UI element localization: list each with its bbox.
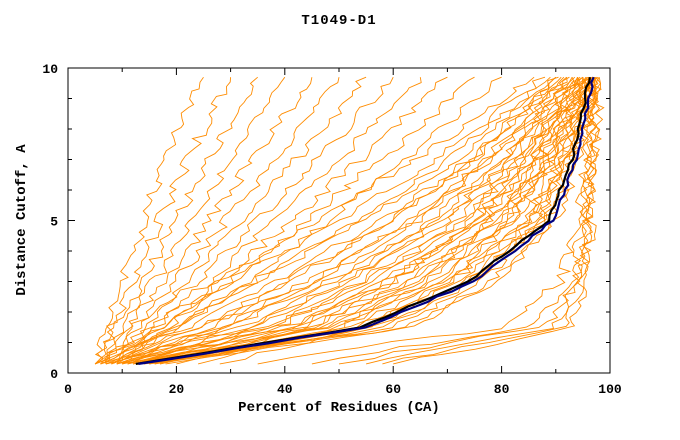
- x-tick-label: 40: [277, 382, 293, 397]
- model-navy-curve: [138, 76, 595, 365]
- x-axis-label: Percent of Residues (CA): [238, 400, 440, 416]
- prediction-curve: [219, 77, 590, 365]
- prediction-curve: [105, 77, 340, 365]
- plot-title: T1049-D1: [301, 13, 377, 29]
- prediction-curve: [116, 76, 570, 365]
- prediction-curve: [149, 76, 596, 365]
- prediction-curve: [116, 76, 475, 365]
- x-tick-label: 20: [169, 382, 185, 397]
- y-tick-label: 5: [50, 215, 58, 230]
- x-tick-label: 60: [385, 382, 401, 397]
- prediction-curve: [122, 76, 576, 365]
- prediction-curve: [257, 76, 597, 365]
- prediction-curve: [116, 76, 448, 365]
- y-tick-label: 0: [50, 367, 58, 382]
- prediction-curve: [94, 76, 557, 365]
- prediction-curve: [94, 76, 258, 365]
- prediction-curve: [105, 76, 557, 365]
- prediction-curve: [105, 76, 559, 365]
- prediction-curve: [382, 76, 601, 365]
- prediction-curve: [94, 77, 232, 365]
- x-tick-label: 80: [494, 382, 510, 397]
- prediction-curve: [121, 76, 502, 365]
- prediction-curve: [197, 76, 584, 365]
- prediction-curve: [104, 76, 367, 364]
- prediction-curve: [111, 76, 394, 365]
- prediction-curve: [116, 77, 575, 365]
- model-black-curve: [135, 77, 591, 365]
- x-tick-label: 0: [64, 382, 72, 397]
- prediction-curve: [338, 76, 602, 365]
- prediction-curve: [127, 76, 581, 365]
- prediction-curve: [127, 77, 584, 365]
- prediction-curve: [94, 76, 535, 365]
- prediction-curve: [111, 77, 422, 365]
- prediction-curve: [143, 76, 592, 365]
- prediction-curve: [138, 77, 590, 365]
- prediction-curve: [122, 77, 579, 365]
- prediction-curve: [116, 76, 578, 365]
- prediction-curve: [111, 76, 567, 365]
- prediction-curve: [138, 77, 592, 365]
- prediction-curve: [138, 76, 589, 365]
- x-tick-label: 100: [598, 382, 622, 397]
- prediction-curve: [100, 76, 551, 365]
- y-tick-label: 10: [42, 62, 58, 77]
- prediction-curve: [365, 77, 597, 365]
- prediction-curve: [100, 77, 313, 365]
- prediction-curve: [127, 77, 587, 365]
- prediction-curve: [100, 76, 562, 365]
- prediction-curve: [100, 76, 286, 365]
- prediction-curve: [111, 76, 565, 365]
- prediction-curve: [100, 76, 546, 365]
- prediction-curve: [176, 76, 581, 365]
- prediction-curve: [132, 76, 588, 365]
- prediction-curve: [94, 76, 204, 365]
